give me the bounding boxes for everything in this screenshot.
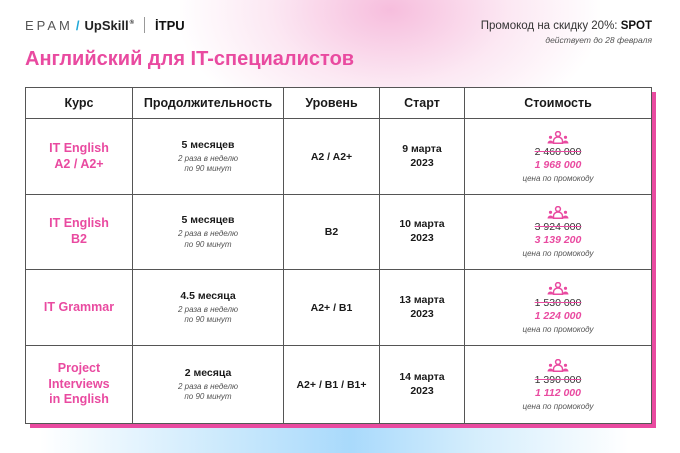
course-name-line: IT Grammar: [43, 299, 115, 314]
column-header-level: Уровень: [283, 87, 380, 119]
price-note: цена по промокоду: [522, 324, 594, 334]
schedule-line: 2 раза в неделю: [178, 381, 238, 391]
page-title: Английский для IT-специалистов: [25, 48, 355, 70]
course-cell: IT English A2 / A2+: [25, 118, 133, 195]
schedule-line: по 90 минут: [184, 392, 232, 401]
duration-cell: 5 месяцев 2 раза в неделю по 90 минут: [132, 194, 284, 270]
start-year: 2023: [410, 384, 434, 397]
level-value: A2 / A2+: [310, 150, 353, 163]
course-name-line: Interviews: [48, 376, 110, 391]
start-cell: 10 марта 2023: [379, 194, 465, 270]
course-name: Project Interviews in English: [26, 361, 132, 408]
course-name: IT Grammar: [26, 300, 132, 316]
partner-logos: EPAM / UpSkill® İTPU: [25, 17, 185, 33]
course-name-line: IT English: [49, 216, 109, 231]
group-icon: [547, 130, 569, 144]
duration-value: 4.5 месяца: [180, 289, 236, 302]
level-value: B2: [324, 226, 339, 238]
level-value: A2+ / B1: [310, 301, 353, 314]
start-year: 2023: [410, 156, 434, 169]
price-note: цена по промокоду: [522, 401, 594, 411]
course-name-line: B2: [71, 232, 87, 246]
start-year: 2023: [410, 307, 434, 320]
schedule-line: 2 раза в неделю: [178, 304, 238, 314]
start-cell: 14 марта 2023: [379, 345, 465, 424]
price-note: цена по промокоду: [522, 173, 594, 183]
duration-cell: 4.5 месяца 2 раза в неделю по 90 минут: [132, 269, 284, 346]
level-cell: A2+ / B1 / B1+: [283, 345, 380, 424]
start-date: 14 марта: [399, 370, 445, 383]
promo-line: Промокод на скидку 20%: SPOT: [481, 20, 652, 32]
old-price: 2 460 000: [534, 145, 582, 158]
course-cell: IT Grammar: [25, 269, 133, 346]
upskill-logo: UpSkill®: [85, 18, 135, 33]
table-row: IT English A2 / A2+ 5 месяцев 2 раза в н…: [25, 118, 652, 195]
course-name: IT English B2: [26, 216, 132, 247]
duration-value: 2 месяца: [184, 366, 232, 379]
price-cell: 3 924 000 3 139 200 цена по промокоду: [464, 194, 652, 270]
promo-code: SPOT: [620, 20, 652, 32]
promo-block: Промокод на скидку 20%: SPOT действует д…: [481, 20, 652, 45]
group-icon: [547, 281, 569, 295]
logo-divider: [144, 17, 146, 33]
column-header-start: Старт: [379, 87, 465, 119]
start-date: 13 марта: [399, 293, 445, 306]
schedule-line: по 90 минут: [184, 239, 232, 249]
level-cell: B2: [283, 194, 380, 270]
table-header-row: Курс Продолжительность Уровень Старт Сто…: [25, 87, 652, 119]
price-note: цена по промокоду: [522, 249, 594, 258]
price-cell: 1 390 000 1 112 000 цена по промокоду: [464, 345, 652, 424]
group-icon: [547, 358, 569, 372]
column-header-course: Курс: [25, 87, 133, 119]
promo-price: 3 139 200: [534, 234, 582, 246]
start-date: 10 марта: [399, 218, 445, 231]
course-name: IT English A2 / A2+: [26, 141, 132, 172]
schedule-line: 2 раза в неделю: [178, 153, 238, 163]
duration-value: 5 месяцев: [181, 214, 235, 227]
schedule-line: 2 раза в неделю: [178, 229, 238, 239]
logo-slash: /: [75, 17, 80, 33]
schedule-line: по 90 минут: [184, 164, 232, 173]
old-price: 3 924 000: [534, 221, 582, 233]
course-name-line: A2 / A2+: [54, 156, 104, 171]
upskill-logo-text: UpSkill: [84, 17, 129, 33]
schedule-line: по 90 минут: [184, 315, 232, 324]
table-row: IT Grammar 4.5 месяца 2 раза в неделю по…: [25, 269, 652, 346]
course-name-line: IT English: [49, 140, 109, 155]
price-cell: 2 460 000 1 968 000 цена по промокоду: [464, 118, 652, 195]
course-table: Курс Продолжительность Уровень Старт Сто…: [25, 87, 652, 424]
old-price: 1 390 000: [534, 373, 582, 386]
promo-price: 1 968 000: [534, 158, 582, 171]
table-row: Project Interviews in English 2 месяца 2…: [25, 345, 652, 424]
duration-cell: 2 месяца 2 раза в неделю по 90 минут: [132, 345, 284, 424]
start-year: 2023: [410, 232, 434, 244]
promo-text: Промокод на скидку 20%:: [480, 20, 621, 32]
level-value: A2+ / B1 / B1+: [296, 378, 367, 391]
group-icon: [547, 206, 569, 219]
column-header-price: Стоимость: [464, 87, 652, 119]
old-price: 1 530 000: [534, 296, 582, 309]
promo-price: 1 224 000: [534, 309, 582, 322]
registered-mark: ®: [129, 20, 135, 27]
level-cell: A2 / A2+: [283, 118, 380, 195]
start-cell: 13 марта 2023: [379, 269, 465, 346]
epam-logo: EPAM: [25, 17, 73, 33]
price-cell: 1 530 000 1 224 000 цена по промокоду: [464, 269, 652, 346]
level-cell: A2+ / B1: [283, 269, 380, 346]
course-name-line: in English: [49, 392, 109, 407]
start-date: 9 марта: [402, 142, 442, 155]
itpu-logo: İTPU: [155, 17, 185, 33]
column-header-duration: Продолжительность: [132, 87, 284, 119]
duration-cell: 5 месяцев 2 раза в неделю по 90 минут: [132, 118, 284, 195]
start-cell: 9 марта 2023: [379, 118, 465, 195]
course-table-container: Курс Продолжительность Уровень Старт Сто…: [25, 87, 656, 428]
course-cell: Project Interviews in English: [25, 345, 133, 424]
course-name-line: Project: [57, 361, 101, 376]
table-row: IT English B2 5 месяцев 2 раза в неделю …: [25, 194, 652, 270]
promo-valid-until: действует до 28 февраля: [545, 35, 652, 45]
promo-price: 1 112 000: [535, 386, 581, 399]
course-cell: IT English B2: [25, 194, 133, 270]
duration-value: 5 месяцев: [181, 138, 235, 151]
